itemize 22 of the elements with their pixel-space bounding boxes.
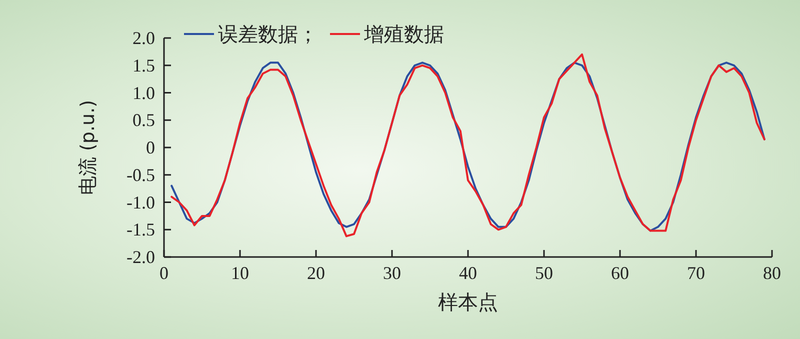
- legend-label: 增殖数据: [363, 22, 444, 46]
- y-tick-label: 1.5: [132, 55, 155, 76]
- y-tick-label: 0.5: [132, 110, 155, 130]
- x-axis-title: 样本点: [438, 290, 498, 314]
- y-tick-label: -1.5: [126, 220, 155, 240]
- x-tick-label: 50: [535, 263, 553, 283]
- x-tick-label: 30: [383, 263, 401, 283]
- y-tick-label: 1.0: [132, 82, 155, 103]
- y-tick-label: 2.0: [132, 28, 155, 48]
- y-tick-label: -0.5: [126, 164, 155, 185]
- x-tick-label: 40: [459, 263, 477, 283]
- legend-label: 误差数据；: [218, 22, 318, 46]
- x-tick-label: 60: [611, 263, 629, 283]
- y-tick-label: -2.0: [126, 247, 155, 267]
- x-tick-label: 10: [231, 263, 249, 283]
- x-tick-label: 0: [160, 263, 168, 283]
- x-tick-label: 70: [687, 263, 705, 283]
- x-tick-label: 80: [763, 263, 781, 283]
- y-tick-label: 0: [146, 138, 155, 158]
- y-tick-label: -1.0: [126, 192, 155, 212]
- x-tick-label: 20: [307, 263, 325, 283]
- y-axis-title: 电流 (p.u.): [77, 100, 99, 196]
